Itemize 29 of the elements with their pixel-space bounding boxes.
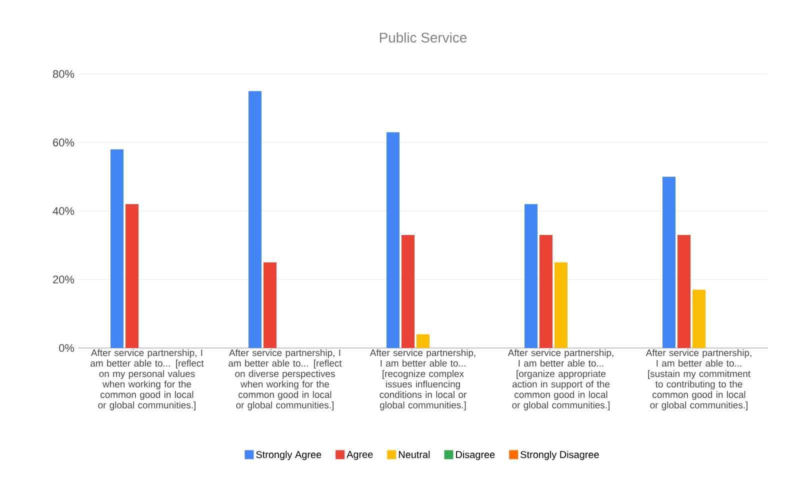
bar: [402, 234, 415, 348]
bar: [540, 234, 553, 348]
legend-label: Agree: [346, 451, 373, 460]
y-tick-label: 0%: [59, 344, 74, 352]
chart-title: Public Service: [380, 32, 467, 43]
y-tick-label: 60%: [53, 138, 74, 146]
x-tick-label: After service partnership, I am better able to... [sustain my commitment to contributing to the common good in local or global communities.]: [646, 349, 752, 410]
legend-label: Disagree: [456, 450, 495, 460]
x-tick-label: After service partnership, I am better able to... [reflect on my personal values when working for the common good in local or global communities.]: [90, 349, 204, 410]
legend-label: Strongly Agree: [256, 450, 322, 460]
bar: [264, 262, 277, 348]
bar: [662, 176, 676, 348]
bar: [126, 204, 139, 348]
legend-label: Strongly Disagree: [520, 450, 599, 460]
x-tick-label: After service partnership, I am better able to... [reflect on diverse perspectives when working for the common good in local or global communities.]: [228, 349, 342, 410]
bar: [386, 132, 400, 348]
bar: [524, 204, 538, 348]
bar: [692, 290, 706, 348]
x-tick-label: After service partnership, I am better able to... [organize appropriate action in support of the common good in local or global communities.]: [508, 349, 614, 410]
bar: [416, 334, 430, 348]
bar: [678, 234, 691, 348]
x-tick-label: After service partnership, I am better able to... [recognize complex issues influencing conditions in local or global communities.]: [370, 349, 476, 410]
bar: [554, 262, 568, 348]
bar: [110, 149, 124, 348]
y-tick-label: 40%: [52, 207, 74, 215]
y-tick-label: 80%: [53, 70, 74, 78]
bar: [248, 91, 262, 348]
y-tick-label: 20%: [53, 276, 74, 284]
legend-label: Neutral: [398, 450, 430, 458]
